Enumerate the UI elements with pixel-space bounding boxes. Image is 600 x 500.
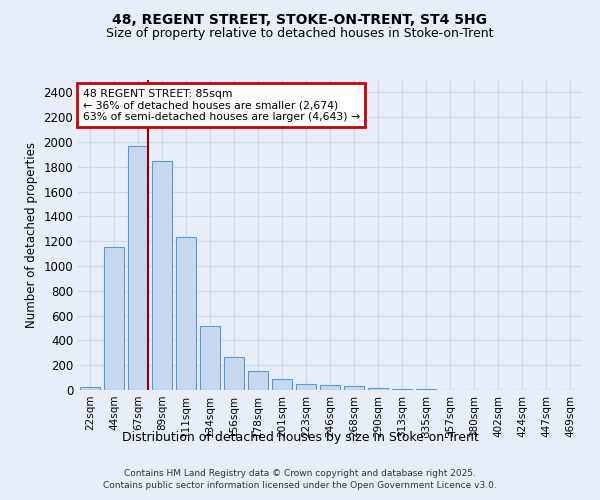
Bar (200, 326, 220, 390)
Bar (392, 389, 412, 390)
Bar (344, 386, 364, 390)
Text: Size of property relative to detached houses in Stoke-on-Trent: Size of property relative to detached ho… (106, 28, 494, 40)
Text: 48 REGENT STREET: 85sqm
← 36% of detached houses are smaller (2,674)
63% of semi: 48 REGENT STREET: 85sqm ← 36% of detache… (83, 88, 360, 122)
Text: 48, REGENT STREET, STOKE-ON-TRENT, ST4 5HG: 48, REGENT STREET, STOKE-ON-TRENT, ST4 5… (113, 12, 487, 26)
Bar (272, 379, 292, 390)
Bar (104, 248, 124, 390)
Bar (152, 160, 172, 390)
Bar (176, 238, 196, 390)
Bar (224, 356, 244, 390)
Bar (80, 387, 100, 390)
Bar (248, 372, 268, 390)
Bar (320, 385, 340, 390)
Bar (368, 388, 388, 390)
Text: Distribution of detached houses by size in Stoke-on-Trent: Distribution of detached houses by size … (122, 431, 478, 444)
Bar (296, 384, 316, 390)
Bar (128, 146, 148, 390)
Y-axis label: Number of detached properties: Number of detached properties (25, 142, 38, 328)
Text: Contains HM Land Registry data © Crown copyright and database right 2025.: Contains HM Land Registry data © Crown c… (124, 468, 476, 477)
Text: Contains public sector information licensed under the Open Government Licence v3: Contains public sector information licen… (103, 481, 497, 490)
